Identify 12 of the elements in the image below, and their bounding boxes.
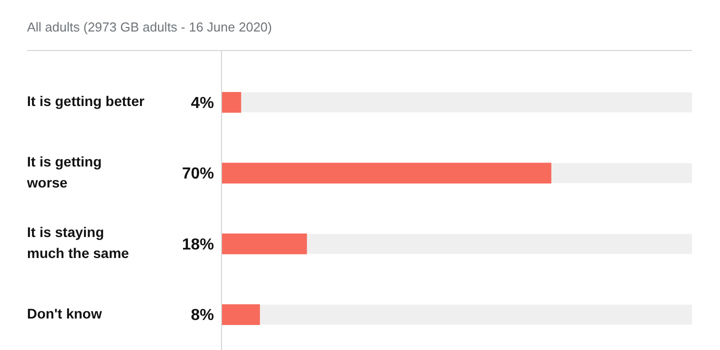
y-tick-label: Don't know bbox=[27, 305, 102, 322]
bar bbox=[222, 92, 242, 113]
bar bbox=[222, 304, 260, 325]
y-tick-label: It is getting better bbox=[27, 93, 145, 110]
y-tick-label: It is staying much the same bbox=[27, 224, 130, 262]
y-tick-label: It is getting worse bbox=[26, 153, 102, 190]
data-label: 8% bbox=[190, 307, 214, 324]
chart-subtitle: All adults (2973 GB adults - 16 June 2020) bbox=[27, 20, 272, 35]
data-label: 18% bbox=[182, 236, 214, 254]
data-label: 70% bbox=[182, 166, 214, 183]
data-label: 4% bbox=[190, 94, 214, 112]
bar bbox=[222, 234, 307, 254]
